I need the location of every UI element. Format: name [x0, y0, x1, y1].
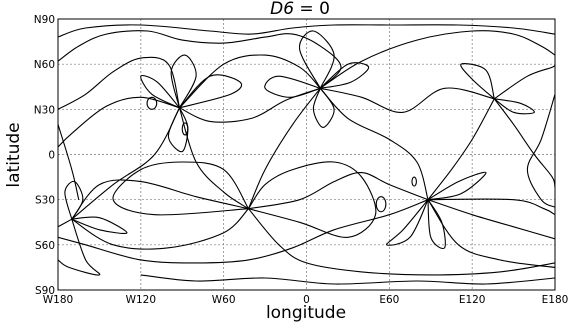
x-tick-label: E120 [459, 294, 486, 306]
contour-line [319, 87, 429, 200]
contour-line [58, 56, 181, 110]
contour-line [58, 124, 80, 200]
y-tick-label: S30 [35, 195, 55, 207]
contour-line [248, 161, 377, 238]
contour-line [58, 218, 73, 228]
x-tick-label: 0 [303, 294, 310, 306]
contour-line [319, 62, 370, 89]
contour-line [427, 199, 555, 240]
contour-line [319, 30, 555, 89]
contour-line [460, 63, 495, 100]
contour-loop [181, 122, 189, 136]
contour-line [58, 30, 342, 89]
contour-loop [146, 96, 158, 110]
contour-line [179, 87, 321, 123]
contour-line [264, 75, 321, 98]
x-tick-label: W120 [126, 294, 156, 306]
contour-line [178, 107, 249, 210]
contour-line [64, 180, 84, 220]
contour-loop [411, 176, 417, 187]
y-tick-label: S90 [35, 285, 55, 297]
contour-line [427, 98, 495, 201]
contour-line [312, 87, 335, 128]
chart-title: D6 = 0 [270, 0, 330, 19]
contour-line [140, 75, 180, 109]
x-tick-label: E180 [542, 294, 569, 306]
contour-line [71, 179, 249, 220]
contour-line [58, 96, 180, 148]
contour-line [493, 63, 555, 100]
x-tick-label: W60 [212, 294, 236, 306]
x-tick-label: E60 [379, 294, 399, 306]
contour-line [112, 161, 249, 216]
x-tick-labels: W180 W120 W60 0 E60 E120 E180 [43, 294, 569, 306]
contour-line [248, 208, 555, 276]
contour-line [427, 199, 446, 249]
contour-line [170, 54, 197, 109]
contour-line [299, 30, 335, 89]
contour-line [386, 199, 429, 246]
contour-line [71, 208, 249, 250]
contour-line [427, 171, 487, 201]
contour-line [427, 198, 555, 216]
contour-line [71, 216, 128, 235]
x-axis-label: longitude [266, 303, 346, 323]
contour-line [58, 219, 101, 276]
contour-line [493, 98, 535, 115]
contour-line [320, 87, 495, 113]
y-tick-label: S60 [35, 240, 55, 252]
contour-line [179, 74, 243, 109]
y-tick-label: N30 [34, 104, 55, 116]
contour-line [427, 199, 555, 268]
contour-line [248, 172, 429, 210]
title-symbol: D6 [270, 0, 294, 19]
plot-frame [57, 18, 556, 291]
contour-line [167, 107, 189, 153]
y-tick-label: 0 [48, 150, 55, 162]
contour-curves [58, 24, 555, 285]
x-tick-label: W180 [43, 294, 73, 306]
contour-line [493, 98, 555, 188]
contour-line [140, 274, 555, 285]
y-axis-label: latitude [4, 122, 24, 187]
contour-line [526, 94, 555, 208]
contour-loop [375, 196, 387, 213]
y-tick-label: N60 [34, 59, 55, 71]
contour-line [247, 87, 321, 209]
title-rest: = 0 [294, 0, 330, 19]
grid-lines [58, 19, 555, 290]
y-tick-label: N90 [34, 14, 55, 26]
y-tick-labels: N90 N60 N30 0 S30 S60 S90 [34, 14, 55, 297]
contour-line [58, 24, 555, 38]
